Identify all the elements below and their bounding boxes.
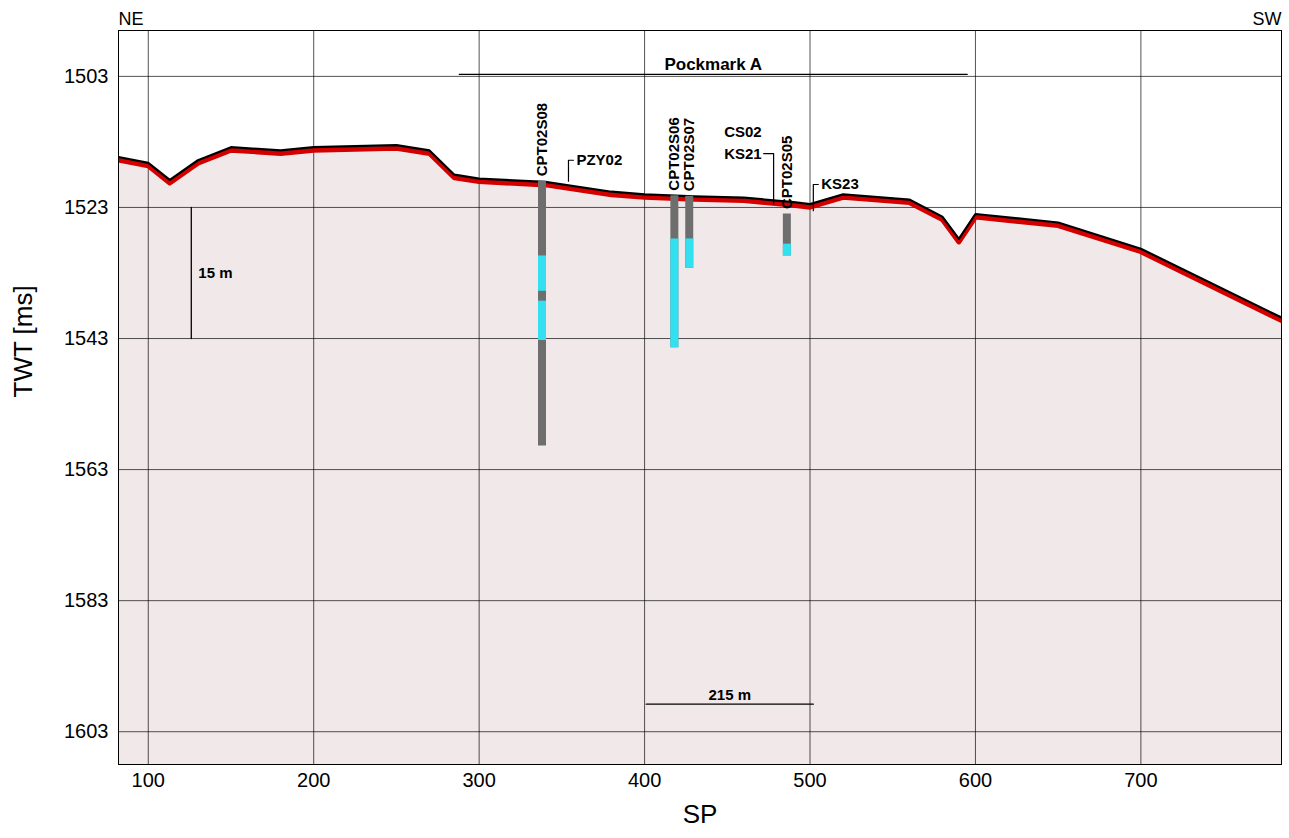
- svg-text:15 m: 15 m: [198, 264, 232, 281]
- svg-text:1603: 1603: [64, 720, 109, 742]
- svg-text:PZY02: PZY02: [576, 151, 622, 168]
- svg-text:600: 600: [959, 769, 992, 791]
- svg-text:KS21: KS21: [724, 145, 762, 162]
- svg-text:CPT02S08: CPT02S08: [533, 103, 550, 176]
- svg-text:200: 200: [297, 769, 330, 791]
- svg-text:700: 700: [1124, 769, 1157, 791]
- svg-text:1503: 1503: [64, 65, 109, 87]
- svg-text:NE: NE: [119, 9, 144, 29]
- svg-text:215 m: 215 m: [709, 686, 752, 703]
- svg-text:CPT02S05: CPT02S05: [778, 136, 795, 209]
- svg-text:CPT02S07: CPT02S07: [680, 118, 697, 191]
- svg-text:CS02: CS02: [724, 123, 762, 140]
- svg-text:SW: SW: [1253, 9, 1282, 29]
- svg-text:CPT02S06: CPT02S06: [665, 117, 683, 191]
- svg-text:100: 100: [132, 769, 165, 791]
- svg-text:1523: 1523: [64, 196, 109, 218]
- svg-text:500: 500: [793, 769, 826, 791]
- svg-text:1563: 1563: [64, 458, 109, 480]
- svg-text:TWT [ms]: TWT [ms]: [8, 285, 38, 397]
- svg-text:300: 300: [462, 769, 495, 791]
- svg-text:1583: 1583: [64, 589, 109, 611]
- svg-text:400: 400: [628, 769, 661, 791]
- svg-text:Pockmark A: Pockmark A: [664, 55, 762, 74]
- svg-text:SP: SP: [683, 799, 718, 829]
- svg-text:KS23: KS23: [821, 175, 859, 192]
- svg-text:1543: 1543: [64, 327, 109, 349]
